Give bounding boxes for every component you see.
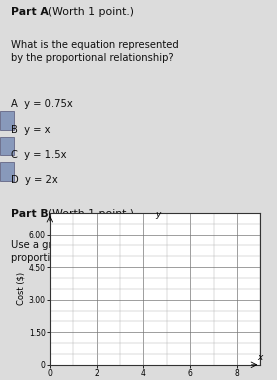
Text: C  y = 1.5x: C y = 1.5x bbox=[11, 150, 66, 160]
Text: Use a graph to represent the
proportional relationship.: Use a graph to represent the proportiona… bbox=[11, 240, 155, 263]
FancyBboxPatch shape bbox=[0, 111, 14, 130]
Text: x: x bbox=[257, 353, 262, 361]
Text: D  y = 2x: D y = 2x bbox=[11, 175, 58, 185]
Text: Part B: Part B bbox=[11, 209, 52, 219]
Y-axis label: Cost ($): Cost ($) bbox=[17, 272, 26, 306]
Text: A  y = 0.75x: A y = 0.75x bbox=[11, 99, 73, 109]
FancyBboxPatch shape bbox=[0, 162, 14, 181]
Text: y: y bbox=[155, 210, 160, 219]
Text: (Worth 1 point.): (Worth 1 point.) bbox=[48, 6, 134, 17]
Text: B  y = x: B y = x bbox=[11, 125, 51, 135]
Text: Part A: Part A bbox=[11, 6, 53, 17]
Text: (Worth 1 point.): (Worth 1 point.) bbox=[48, 209, 134, 219]
Text: What is the equation represented
by the proportional relationship?: What is the equation represented by the … bbox=[11, 40, 179, 63]
FancyBboxPatch shape bbox=[0, 137, 14, 155]
